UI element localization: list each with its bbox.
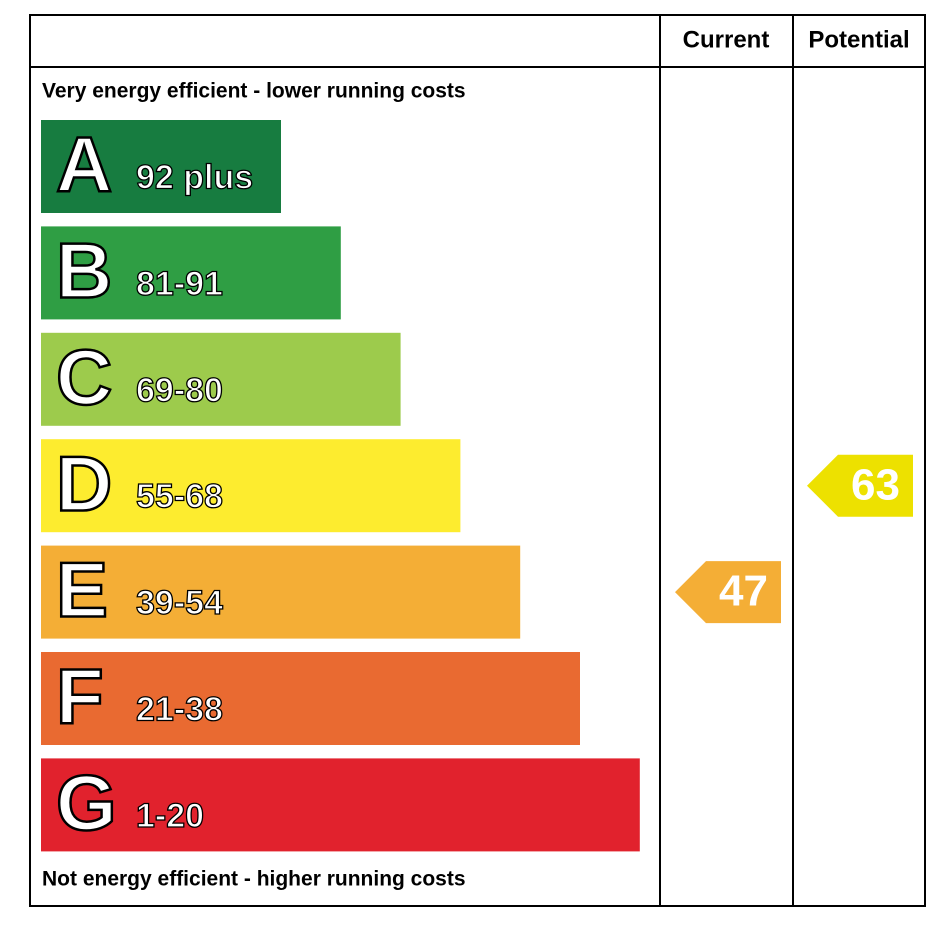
- band-letter: A: [56, 120, 112, 208]
- band-bar: [41, 332, 401, 426]
- rating-value: 47: [719, 567, 768, 616]
- band-bar: [41, 758, 640, 852]
- band-range: 55-68: [136, 478, 223, 516]
- band-letter: G: [56, 759, 117, 847]
- band-range: 92 plus: [136, 158, 253, 196]
- band-bar: [41, 545, 521, 639]
- band-range: 69-80: [136, 371, 223, 409]
- band-letter: E: [56, 546, 108, 634]
- band-bar: [41, 652, 580, 745]
- header-current: Current: [683, 26, 770, 53]
- band-bar: [41, 226, 341, 320]
- rating-arrow: [675, 561, 781, 624]
- top-note: Very energy efficient - lower running co…: [42, 80, 466, 103]
- band-letter: D: [56, 439, 112, 527]
- rating-value: 63: [851, 460, 900, 509]
- band-letter: F: [56, 652, 104, 740]
- frame: [29, 14, 926, 907]
- band-range: 1-20: [136, 797, 204, 835]
- rating-arrow: [807, 454, 913, 517]
- bottom-note: Not energy efficient - higher running co…: [42, 868, 466, 891]
- band-bar: [41, 120, 281, 213]
- band-bar: [41, 439, 461, 533]
- band-range: 81-91: [136, 265, 223, 303]
- band-range: 21-38: [136, 690, 223, 728]
- band-letter: B: [56, 227, 112, 315]
- header-potential: Potential: [808, 26, 909, 53]
- band-range: 39-54: [136, 584, 223, 622]
- band-letter: C: [56, 333, 112, 421]
